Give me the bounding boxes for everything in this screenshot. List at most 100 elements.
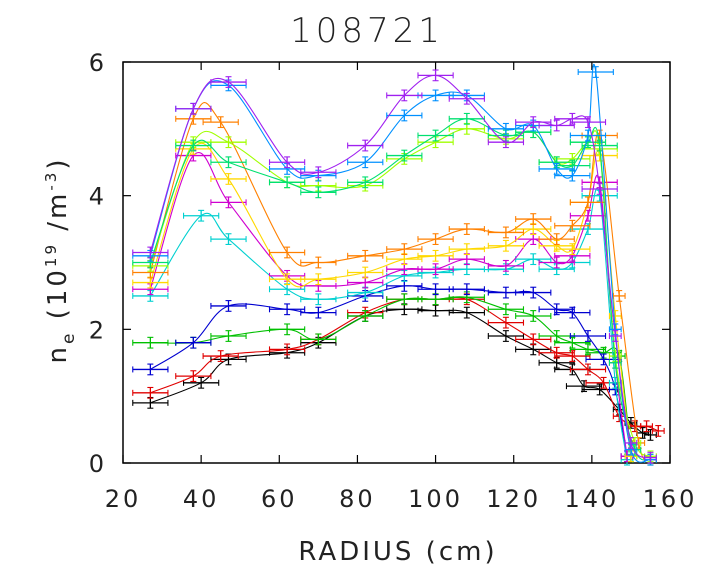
data-point — [386, 279, 423, 292]
data-point — [448, 253, 485, 266]
data-point — [569, 209, 607, 222]
data-point — [538, 163, 575, 175]
series-line — [149, 63, 651, 463]
data-point — [210, 76, 247, 88]
data-point — [569, 129, 607, 142]
data-point — [417, 129, 454, 142]
data-point — [515, 310, 552, 322]
data-point — [268, 303, 306, 316]
data-point — [487, 122, 525, 135]
x-tick-label: 160 — [643, 485, 698, 513]
data-point — [175, 102, 212, 115]
data-point — [538, 356, 575, 369]
y-axis-label-close: ) — [43, 156, 73, 169]
y-axis-label: ne (1019 /m-3) — [42, 156, 79, 363]
data-point — [386, 269, 423, 282]
data-point — [487, 330, 525, 342]
data-point — [538, 256, 575, 269]
data-point — [386, 149, 423, 162]
y-axis-label-sub: e — [59, 331, 79, 344]
data-point — [569, 116, 607, 129]
data-point — [651, 425, 665, 437]
data-point — [554, 336, 591, 349]
data-point — [612, 290, 626, 302]
data-point — [183, 209, 220, 222]
data-point — [487, 316, 525, 329]
data-point — [132, 276, 169, 289]
data-point — [210, 136, 247, 149]
series-2 — [132, 293, 665, 437]
data-point — [268, 343, 306, 356]
data-point — [448, 223, 485, 235]
x-tick-label: 60 — [261, 485, 298, 513]
x-tick-label: 80 — [339, 485, 376, 513]
y-axis-label-unit: /m — [43, 191, 73, 242]
data-point — [417, 304, 454, 317]
y-axis-label-exp1: 19 — [42, 242, 60, 267]
data-point — [515, 286, 552, 299]
data-point — [210, 156, 247, 169]
data-point — [487, 259, 525, 272]
data-point — [386, 263, 423, 276]
data-point — [347, 310, 384, 322]
series-7 — [132, 142, 638, 463]
data-point — [300, 306, 337, 319]
data-point — [417, 89, 454, 102]
series-1 — [132, 303, 657, 441]
series-12 — [132, 69, 657, 464]
data-point — [538, 233, 575, 246]
data-point — [132, 386, 169, 399]
data-point — [300, 333, 337, 346]
data-point — [538, 239, 575, 252]
data-point — [644, 429, 657, 441]
data-point — [300, 256, 337, 269]
data-point — [300, 293, 337, 306]
data-point — [448, 243, 485, 256]
data-point — [577, 66, 614, 78]
data-point — [417, 283, 454, 296]
data-point — [417, 293, 454, 306]
data-point — [581, 176, 618, 189]
y-tick-label: 4 — [89, 183, 107, 211]
data-point — [347, 266, 384, 279]
data-point — [386, 89, 423, 102]
x-tick-label: 100 — [408, 485, 463, 513]
chart-title: 108721 — [290, 11, 444, 51]
data-point — [538, 119, 575, 132]
series-5 — [132, 187, 634, 466]
data-point — [210, 196, 247, 209]
data-point — [417, 69, 454, 82]
data-point — [448, 283, 485, 296]
data-point — [608, 356, 622, 369]
data-point — [515, 213, 552, 225]
data-point — [210, 330, 247, 342]
data-point — [515, 333, 552, 346]
series-line — [149, 187, 628, 460]
y-tick-label: 0 — [89, 450, 107, 478]
data-point — [268, 246, 306, 259]
data-point — [210, 233, 247, 246]
x-tick-label: 140 — [564, 485, 619, 513]
x-axis-ticks: 20 40 60 80 100 120 140 160 — [105, 62, 698, 513]
data-point — [448, 263, 485, 276]
data-point — [487, 303, 525, 316]
y-axis-label-paren: (10 — [43, 267, 73, 331]
data-point — [268, 283, 306, 296]
data-point — [624, 443, 638, 456]
data-point — [210, 353, 247, 366]
data-point — [268, 273, 306, 286]
data-point — [268, 323, 306, 336]
data-point — [581, 183, 618, 195]
data-point — [132, 363, 169, 376]
data-point — [132, 336, 169, 349]
series-line — [149, 118, 651, 461]
data-point — [569, 330, 607, 342]
data-point — [417, 263, 454, 276]
data-point — [417, 233, 454, 246]
y-tick-label: 2 — [89, 316, 107, 344]
data-point — [132, 246, 169, 259]
y-axis-label-exp2: -3 — [42, 170, 60, 191]
y-axis-ticks: 0 2 4 6 — [89, 49, 670, 478]
data-point — [386, 253, 423, 266]
